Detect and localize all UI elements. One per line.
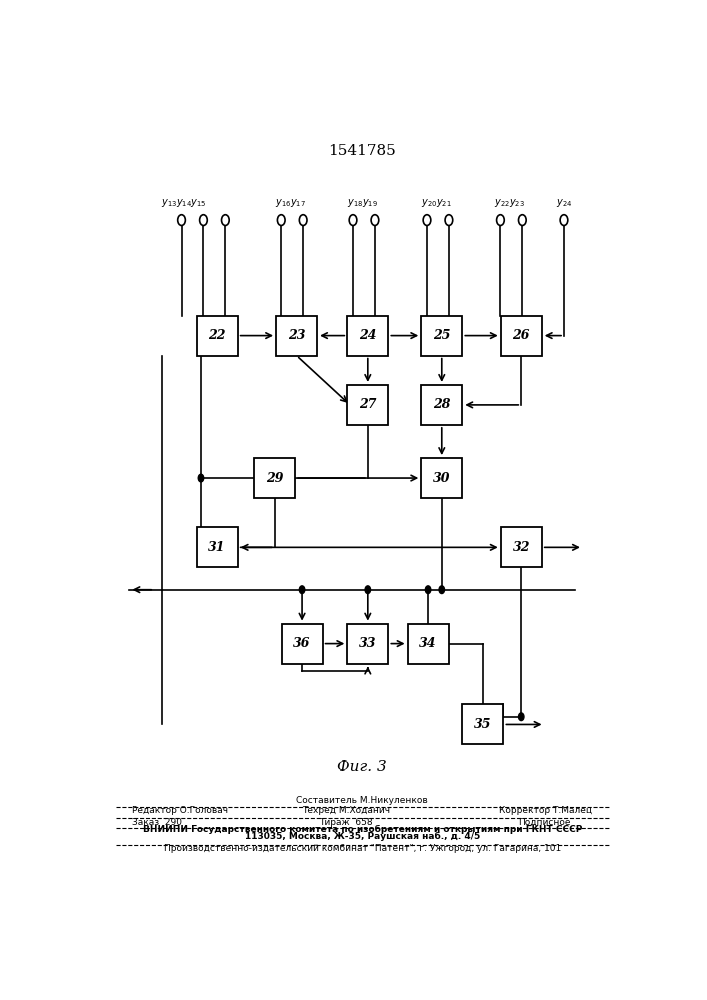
- Text: 113035, Москва, Ж-35, Раушская наб., д. 4/5: 113035, Москва, Ж-35, Раушская наб., д. …: [245, 832, 480, 841]
- Text: 36: 36: [293, 637, 311, 650]
- Text: $y_{22}y_{23}$: $y_{22}y_{23}$: [494, 197, 525, 209]
- Text: 26: 26: [513, 329, 530, 342]
- Text: $y_{13}y_{14}y_{15}$: $y_{13}y_{14}y_{15}$: [161, 197, 207, 209]
- Text: Подписное: Подписное: [518, 818, 571, 827]
- Bar: [347, 624, 388, 664]
- Text: 24: 24: [359, 329, 377, 342]
- Bar: [501, 316, 542, 356]
- Circle shape: [299, 586, 305, 594]
- Text: Производственно-издательский комбинат "Патент", г. Ужгород, ул. Гагарина, 101: Производственно-издательский комбинат "П…: [164, 844, 561, 853]
- Text: 35: 35: [474, 718, 491, 731]
- Text: 27: 27: [359, 398, 377, 411]
- Text: 32: 32: [513, 541, 530, 554]
- Circle shape: [439, 586, 445, 594]
- Bar: [197, 527, 238, 567]
- Circle shape: [198, 474, 204, 482]
- Text: $y_{18}y_{19}$: $y_{18}y_{19}$: [347, 197, 378, 209]
- Bar: [421, 458, 462, 498]
- Text: 30: 30: [433, 472, 450, 485]
- Circle shape: [365, 586, 370, 594]
- Circle shape: [518, 713, 524, 721]
- Text: Составитель М.Никуленков: Составитель М.Никуленков: [296, 796, 428, 805]
- Text: 28: 28: [433, 398, 450, 411]
- Text: 34: 34: [419, 637, 437, 650]
- Text: Заказ  290: Заказ 290: [132, 818, 182, 827]
- Bar: [421, 385, 462, 425]
- Text: ВНИИПИ Государственного комитета по изобретениям и открытиям при ГКНТ СССР: ВНИИПИ Государственного комитета по изоб…: [143, 825, 582, 834]
- Text: 22: 22: [209, 329, 226, 342]
- Text: Редактор О.Головач: Редактор О.Головач: [132, 806, 228, 815]
- Text: Тираж  658: Тираж 658: [319, 818, 373, 827]
- Text: 25: 25: [433, 329, 450, 342]
- Text: Техред М.Ходанич: Техред М.Ходанич: [302, 806, 390, 815]
- Text: $y_{16}y_{17}$: $y_{16}y_{17}$: [274, 197, 305, 209]
- Text: 23: 23: [288, 329, 305, 342]
- Text: Корректор Т.Малец: Корректор Т.Малец: [499, 806, 592, 815]
- Bar: [197, 316, 238, 356]
- Bar: [347, 316, 388, 356]
- Bar: [276, 316, 317, 356]
- Text: $y_{24}$: $y_{24}$: [556, 197, 572, 209]
- Text: 33: 33: [359, 637, 377, 650]
- Text: Фиг. 3: Фиг. 3: [337, 760, 387, 774]
- Bar: [421, 316, 462, 356]
- Bar: [462, 704, 503, 744]
- Circle shape: [426, 586, 431, 594]
- Bar: [407, 624, 449, 664]
- Text: 1541785: 1541785: [329, 144, 396, 158]
- Text: 31: 31: [209, 541, 226, 554]
- Bar: [347, 385, 388, 425]
- Bar: [281, 624, 322, 664]
- Text: $y_{20}y_{21}$: $y_{20}y_{21}$: [421, 197, 452, 209]
- Bar: [501, 527, 542, 567]
- Bar: [254, 458, 296, 498]
- Text: 29: 29: [266, 472, 284, 485]
